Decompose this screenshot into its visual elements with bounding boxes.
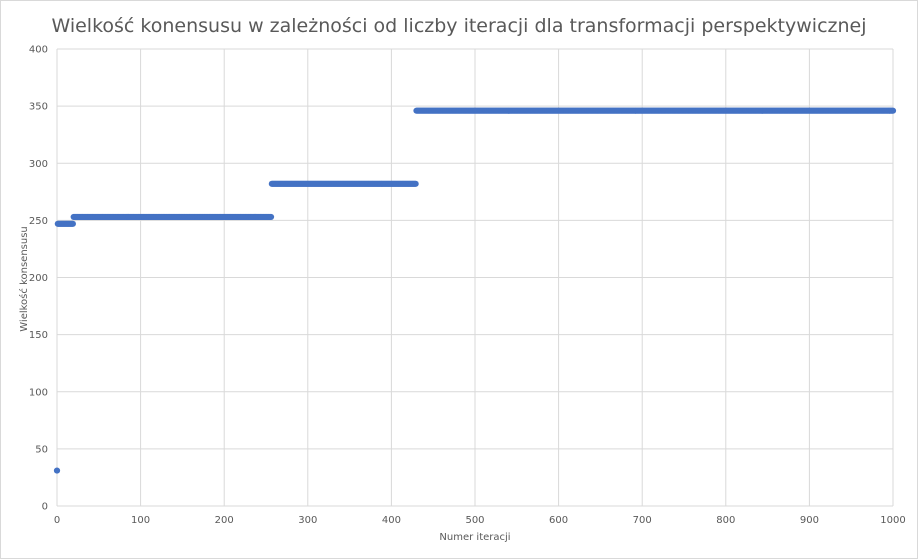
x-axis-title: Numer iteracji bbox=[439, 532, 510, 543]
x-tick-label-700: 700 bbox=[633, 515, 652, 526]
x-tick-label-500: 500 bbox=[465, 515, 484, 526]
data-point bbox=[53, 467, 61, 474]
data-point bbox=[412, 180, 419, 187]
x-tick-label-300: 300 bbox=[298, 515, 317, 526]
x-tick-label-100: 100 bbox=[131, 515, 150, 526]
x-tick-label-0: 0 bbox=[54, 515, 60, 526]
y-axis-title: Wielkość konsensusu bbox=[18, 226, 30, 332]
y-tick-label-50: 50 bbox=[35, 444, 48, 455]
tick-labels: 0 50 100 150 200 250 300 350 400 0 100 200 300 400 500… bbox=[29, 45, 906, 527]
x-tick-label-400: 400 bbox=[382, 515, 401, 526]
y-tick-label-0: 0 bbox=[42, 502, 48, 513]
y-tick-label-100: 100 bbox=[29, 387, 48, 398]
data-point bbox=[267, 213, 275, 221]
x-tick-label-1000: 1000 bbox=[880, 515, 905, 526]
y-tick-label-200: 200 bbox=[29, 273, 48, 284]
gridlines bbox=[56, 48, 894, 507]
data-point bbox=[69, 220, 76, 227]
y-tick-label-400: 400 bbox=[29, 45, 48, 56]
x-tick-label-600: 600 bbox=[549, 515, 568, 526]
x-tick-label-200: 200 bbox=[215, 515, 234, 526]
x-tick-label-800: 800 bbox=[716, 515, 735, 526]
y-tick-label-350: 350 bbox=[29, 102, 48, 113]
x-tick-label-900: 900 bbox=[800, 515, 819, 526]
y-tick-label-250: 250 bbox=[29, 216, 48, 227]
y-tick-label-150: 150 bbox=[29, 330, 48, 341]
y-tick-label-300: 300 bbox=[29, 159, 48, 170]
data-point bbox=[889, 107, 897, 114]
chart-title: Wielkość konensusu w zależności od liczb… bbox=[51, 15, 866, 37]
data-series bbox=[53, 107, 897, 474]
